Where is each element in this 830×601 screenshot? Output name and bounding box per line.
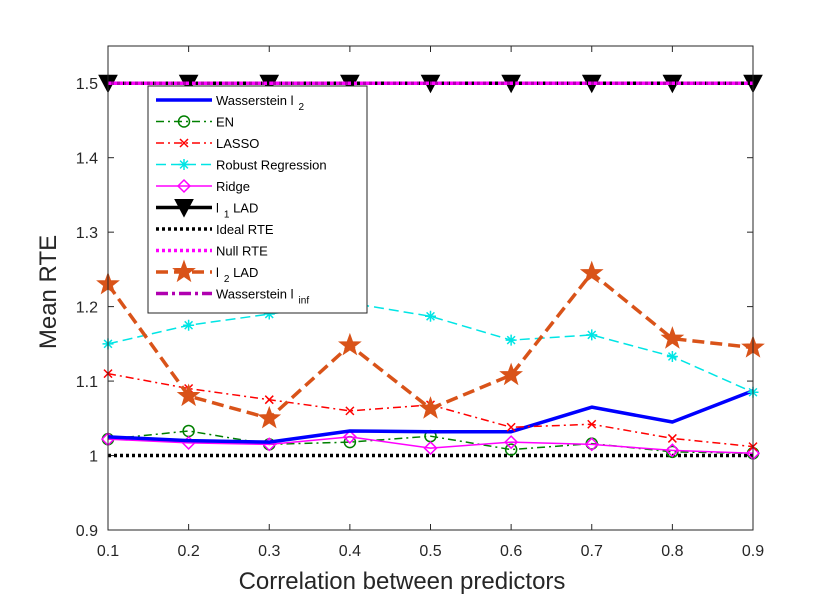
y-tick-label: 1.2	[76, 300, 98, 317]
legend: Wasserstein l 2 EN LASSO Robust Regression Ri…	[147, 85, 368, 314]
y-tick-label: 1.3	[76, 225, 98, 242]
x-tick-label: 0.1	[97, 543, 119, 560]
y-tick-label: 1.5	[76, 76, 98, 93]
data-point-lasso	[667, 433, 677, 443]
data-point-robust	[586, 329, 598, 341]
x-tick-label: 0.9	[742, 543, 764, 560]
data-point-en	[504, 443, 518, 456]
legend-item-ridge: Ridge	[156, 178, 250, 194]
data-point-robust	[183, 319, 195, 331]
data-point-l2-lad	[499, 362, 523, 386]
data-point-l2-lad	[176, 383, 201, 407]
x-tick-label: 0.3	[258, 543, 280, 560]
legend-item-lasso: LASSO	[156, 136, 259, 151]
legend-item-wass-linf: Wasserstein l inf	[156, 287, 309, 307]
legend-marker	[174, 199, 194, 218]
legend-label: Robust Regression	[216, 158, 327, 173]
data-point-l2-lad	[579, 260, 604, 284]
data-point-ridge	[504, 435, 519, 450]
axes-ticks: 0.1 0.2 0.3 0.4 0.5 0.6 0.7 0.8 0.9 0.9 1 1.1 1.2 1.3…	[76, 46, 764, 560]
x-tick-label: 0.7	[581, 543, 603, 560]
legend-item-ideal: Ideal RTE	[156, 222, 274, 237]
y-axis-label: Mean RTE	[35, 235, 62, 349]
series-line-ridge	[107, 436, 754, 455]
data-point-lasso	[506, 422, 516, 432]
y-tick-label: 1	[89, 449, 98, 466]
data-point-lasso	[345, 406, 355, 416]
x-tick-label: 0.2	[178, 543, 200, 560]
data-point-lasso	[587, 419, 597, 429]
series-line-robust	[107, 302, 754, 393]
legend-marker	[177, 115, 191, 128]
legend-marker	[179, 138, 189, 148]
series-layer	[96, 74, 765, 461]
data-point-ridge	[423, 441, 438, 456]
data-point-l2-lad	[660, 326, 685, 349]
x-axis-label: Correlation between predictors	[239, 568, 566, 595]
data-point-robust	[425, 310, 436, 322]
legend-item-null: Null RTE	[156, 244, 268, 259]
y-tick-label: 1.1	[76, 374, 98, 391]
legend-marker	[176, 178, 192, 194]
legend-label: EN	[216, 115, 234, 130]
legend-marker	[172, 259, 196, 283]
y-tick-label: 1.4	[76, 151, 98, 168]
plot-frame	[107, 45, 754, 531]
legend-label: Ridge	[216, 179, 250, 194]
x-tick-label: 0.8	[661, 543, 683, 560]
data-point-ridge	[584, 437, 599, 452]
y-tick-label: 0.9	[76, 523, 98, 540]
data-point-robust	[666, 351, 678, 363]
legend-label: LASSO	[216, 136, 259, 151]
x-tick-label: 0.4	[339, 543, 361, 560]
data-point-robust	[263, 308, 275, 320]
legend-item-en: EN	[156, 115, 234, 130]
data-point-l2-lad	[418, 396, 443, 419]
data-point-l2-lad	[338, 332, 362, 356]
series-line-wass-l2	[107, 389, 754, 444]
legend-item-robust: Robust Regression	[156, 158, 327, 173]
data-point-ridge	[342, 429, 357, 444]
data-point-ridge	[665, 443, 680, 458]
data-point-robust	[505, 334, 517, 346]
data-point-lasso	[264, 395, 274, 405]
legend-label: Wasserstein l inf	[216, 287, 309, 307]
legend-label: Ideal RTE	[216, 222, 274, 237]
x-tick-label: 0.5	[419, 543, 441, 560]
legend-label: Null RTE	[216, 244, 268, 259]
legend-marker	[178, 159, 190, 170]
data-point-l2-lad	[257, 405, 282, 429]
x-tick-label: 0.6	[500, 543, 522, 560]
series-wass-l2	[107, 389, 754, 444]
